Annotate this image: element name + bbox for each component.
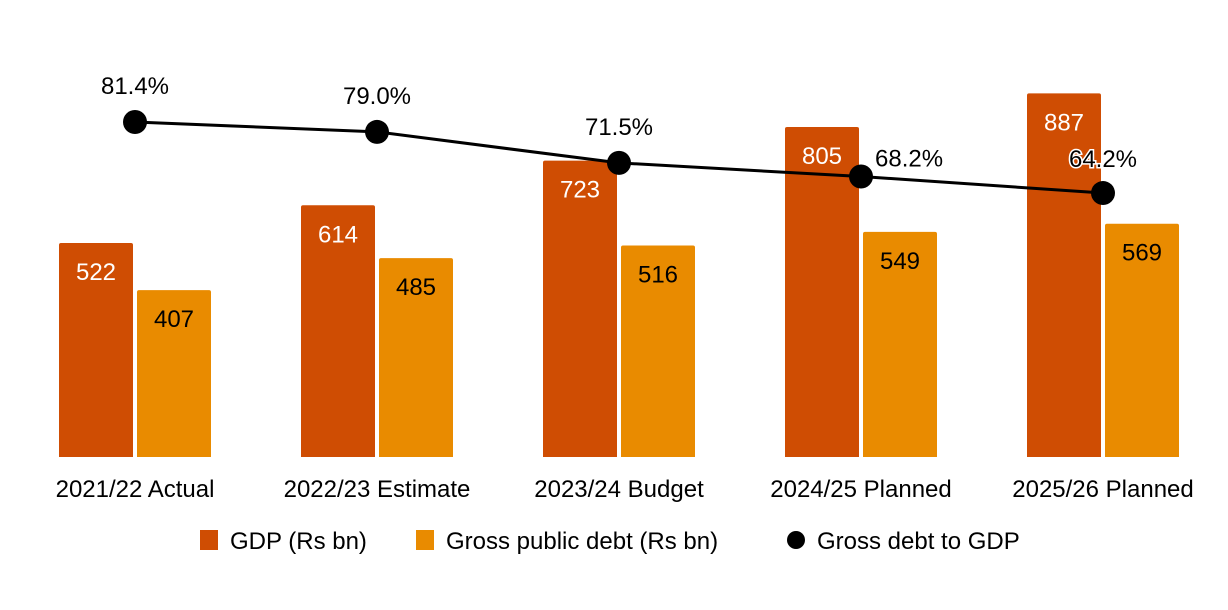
line-layer: 81.4% 79.0% 71.5% 68.2% 64.2% (101, 73, 1139, 206)
legend-label: Gross debt to GDP (817, 528, 1020, 555)
gdp-bar-label: 805 (802, 143, 842, 170)
legend-swatch (416, 530, 434, 550)
gdp-bar (59, 242, 133, 457)
bars-layer: 522 407 614 485 723 516 805 549 887 569 (59, 93, 1179, 457)
legend-label: GDP (Rs bn) (230, 528, 367, 555)
debt-to-gdp-label: 71.5% (585, 114, 653, 141)
category-label: 2022/23 Estimate (284, 476, 471, 503)
debt-to-gdp-point (1091, 181, 1115, 206)
debt-to-gdp-point (123, 110, 147, 134)
debt-to-gdp-label: 68.2% (875, 146, 943, 173)
category-label: 2024/25 Planned (770, 476, 952, 503)
debt-bar (863, 231, 937, 457)
gdp-bar-label: 614 (318, 221, 358, 248)
debt-bar (1105, 223, 1179, 457)
debt-to-gdp-point (849, 164, 873, 189)
gdp-bar-label: 522 (76, 259, 116, 286)
gdp-bar (1027, 93, 1101, 457)
debt-to-gdp-label: 81.4% (101, 73, 169, 100)
debt-to-gdp-point (365, 119, 389, 144)
gdp-bar-label: 723 (560, 177, 600, 204)
debt-bar-label: 569 (1122, 240, 1162, 267)
gdp-bar (543, 160, 617, 457)
gdp-bar-label: 887 (1044, 109, 1084, 136)
debt-bar-label: 407 (154, 306, 194, 333)
gdp-bar (301, 205, 375, 457)
legend-item-debt: Gross public debt (Rs bn) (416, 528, 718, 555)
legend-marker (787, 531, 805, 549)
category-label: 2021/22 Actual (56, 476, 215, 503)
legend-label: Gross public debt (Rs bn) (446, 528, 718, 555)
category-label: 2023/24 Budget (534, 476, 704, 503)
legend-swatch (200, 530, 218, 550)
debt-bar-label: 549 (880, 248, 920, 275)
category-axis: 2021/22 Actual 2022/23 Estimate 2023/24 Bu… (56, 476, 1194, 503)
debt-to-gdp-label: 64.2% (1069, 146, 1137, 173)
debt-bar-label: 485 (396, 274, 436, 301)
debt-to-gdp-label: 79.0% (343, 83, 411, 110)
debt-bar (379, 258, 453, 457)
debt-bar-label: 516 (638, 261, 678, 288)
debt-bar (621, 245, 695, 457)
gdp-bar (785, 126, 859, 457)
legend: GDP (Rs bn) Gross public debt (Rs bn) Gros… (200, 528, 1020, 555)
debt-bar (137, 290, 211, 457)
legend-item-gdp: GDP (Rs bn) (200, 528, 367, 555)
legend-item-debt-to-gdp: Gross debt to GDP (787, 528, 1020, 555)
category-label: 2025/26 Planned (1012, 476, 1194, 503)
debt-to-gdp-point (607, 150, 631, 175)
